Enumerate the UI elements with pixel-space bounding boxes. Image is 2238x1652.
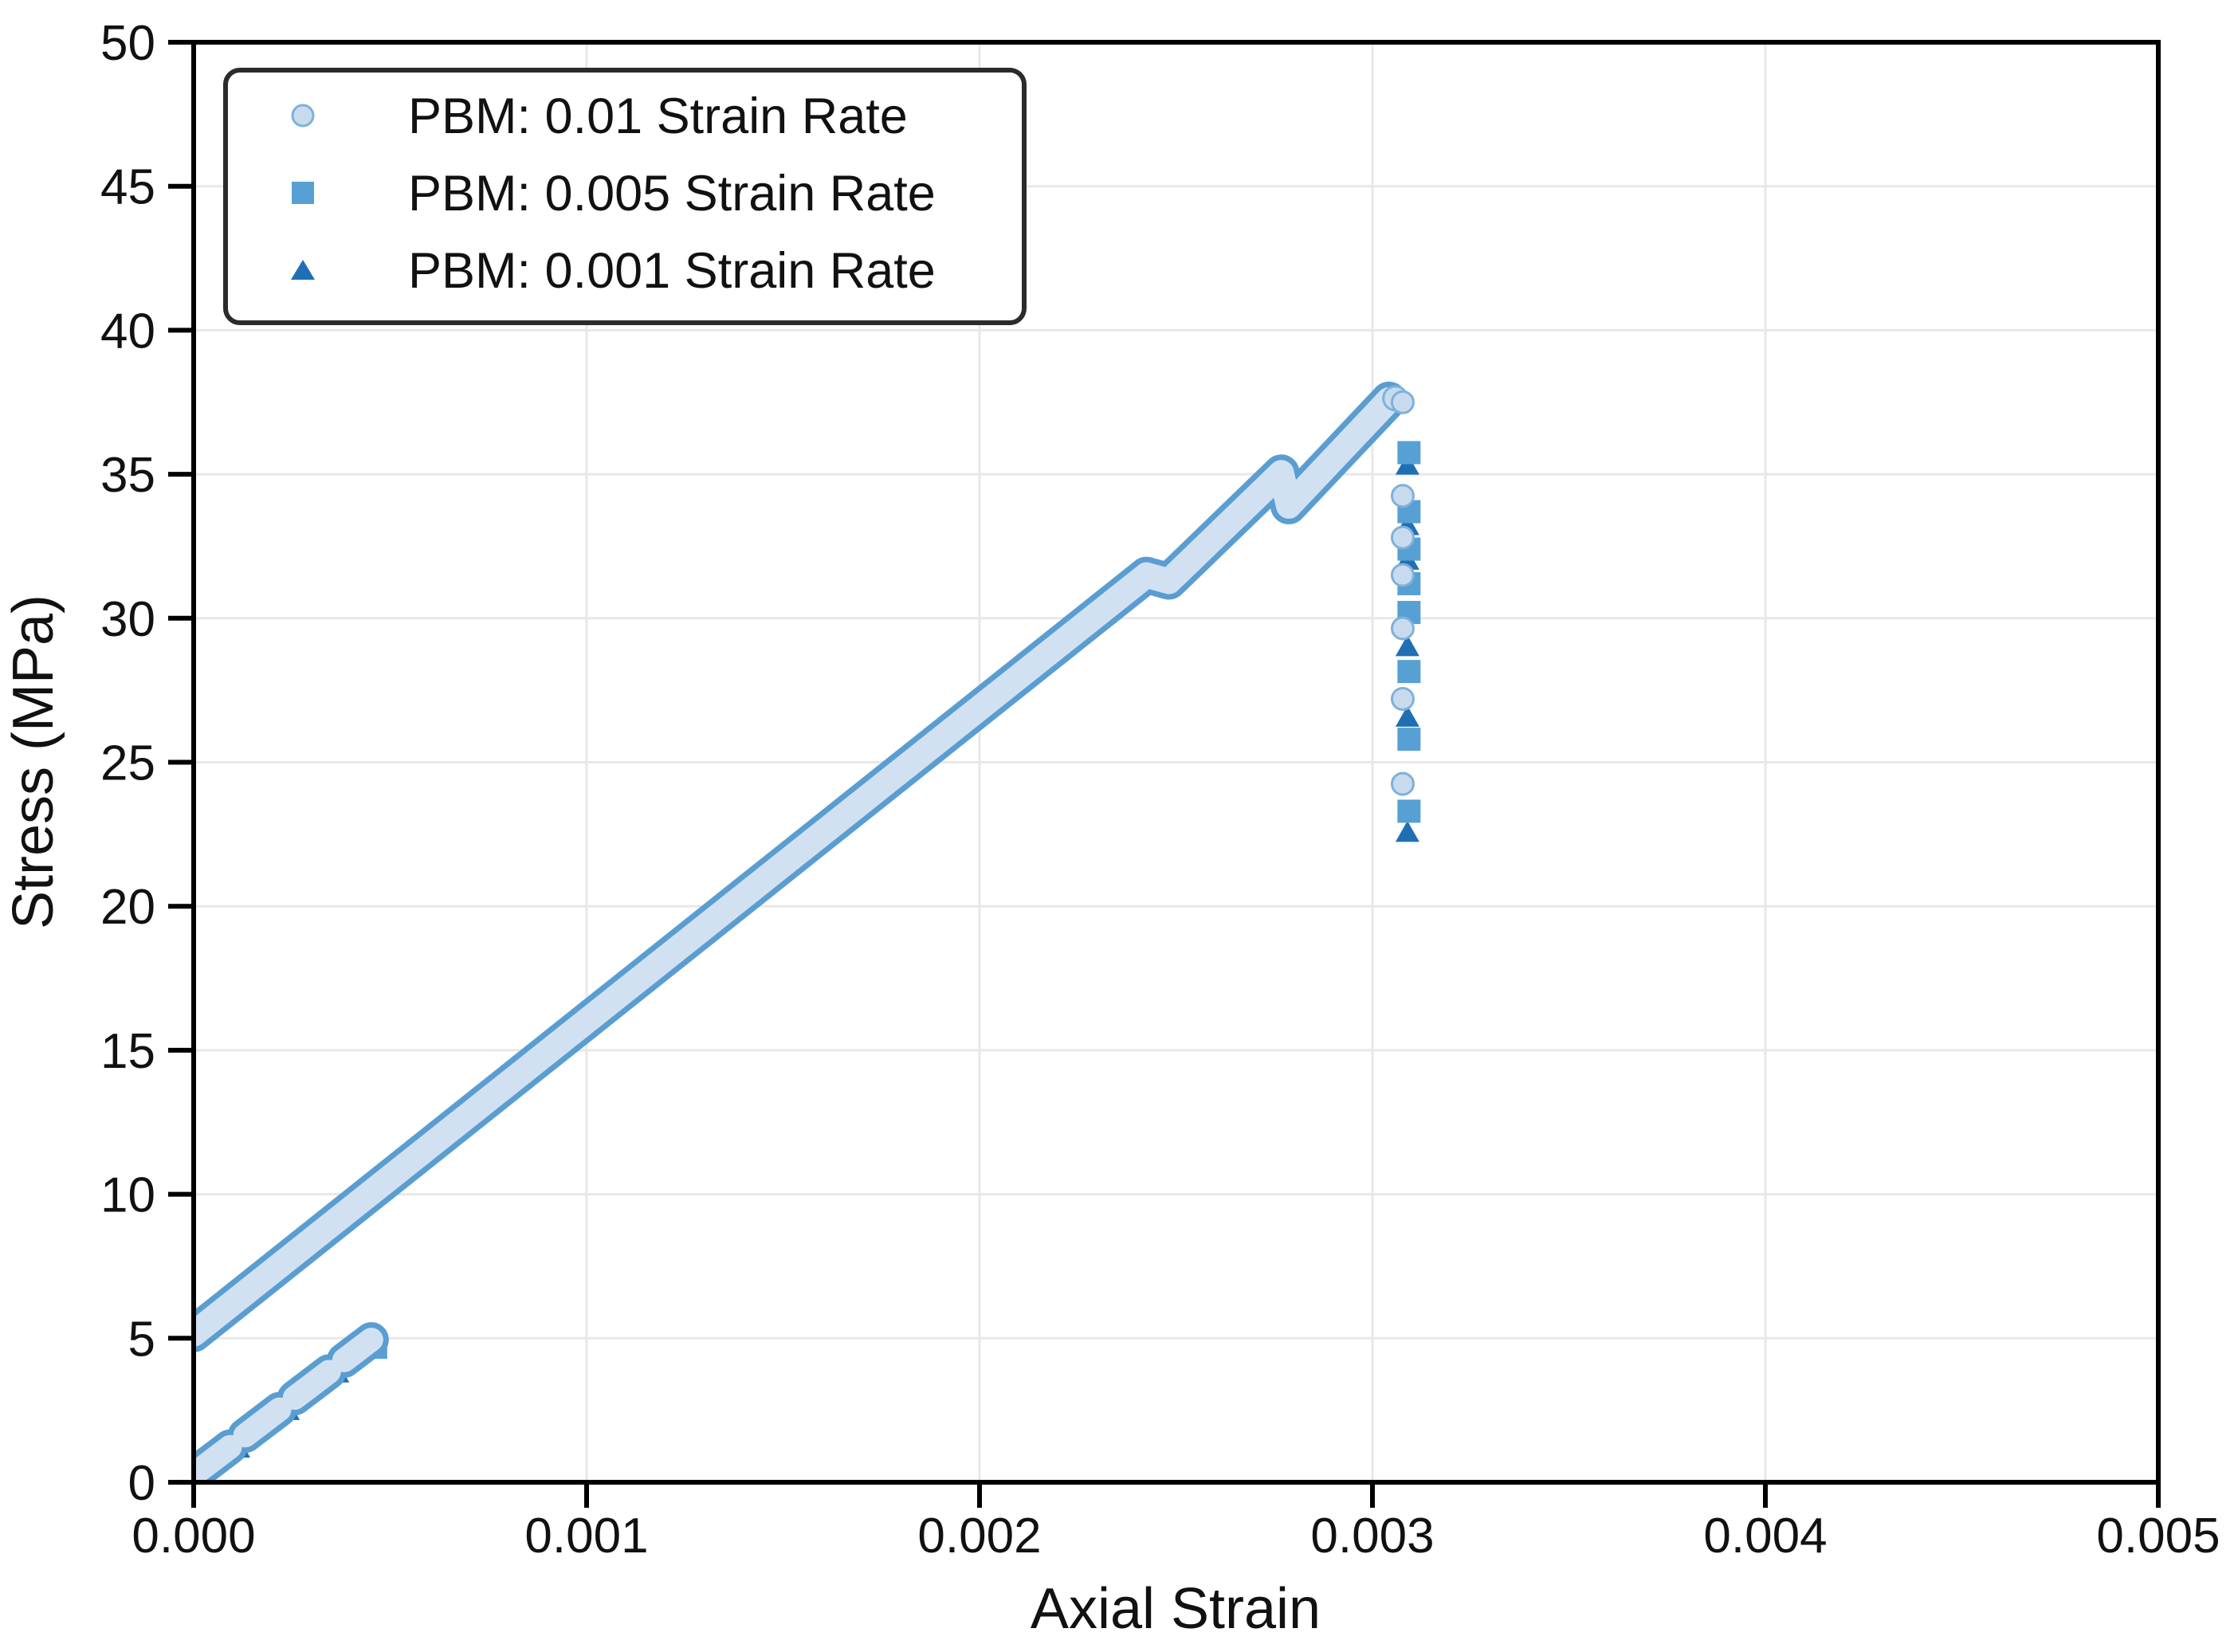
softening-points (1390, 390, 1421, 842)
y-tick-label: 0 (128, 1456, 155, 1511)
y-axis-title: Stress (MPa) (2, 594, 65, 929)
plot-data (194, 381, 1409, 1482)
x-tick-label: 0.004 (1703, 1509, 1827, 1564)
gridlines (194, 42, 2158, 1482)
data-point-triangle (1395, 634, 1419, 657)
legend-label: PBM: 0.005 Strain Rate (408, 166, 936, 222)
data-point-triangle (1395, 705, 1419, 727)
axis-ticks (168, 40, 2161, 1508)
legend-square-icon (292, 182, 314, 204)
data-point-circle (1390, 616, 1415, 641)
data-point-circle (1390, 771, 1415, 796)
x-tick-label: 0.005 (2096, 1509, 2220, 1564)
legend-box (223, 68, 1027, 325)
data-point-circle (1390, 686, 1415, 711)
y-tick-label: 30 (100, 592, 155, 647)
data-point-circle (1390, 484, 1415, 508)
y-tick-label: 45 (100, 160, 155, 215)
y-tick-label: 5 (128, 1312, 155, 1367)
legend: PBM: 0.01 Strain Rate PBM: 0.005 Strain R… (223, 68, 1027, 325)
data-point-square (1397, 728, 1421, 751)
data-point-circle (1390, 390, 1415, 414)
legend-circle-icon (291, 104, 315, 128)
y-tick-label: 35 (100, 448, 155, 503)
legend-triangle-icon (291, 260, 315, 280)
y-tick-label: 15 (100, 1024, 155, 1079)
x-tick-label: 0.000 (132, 1509, 255, 1564)
y-tick-label: 20 (100, 880, 155, 935)
data-point-square (1397, 441, 1421, 465)
data-point-triangle (1395, 821, 1419, 842)
x-axis-title: Axial Strain (1031, 1577, 1321, 1641)
data-point-square (1397, 660, 1421, 684)
legend-label: PBM: 0.01 Strain Rate (408, 88, 908, 144)
x-tick-label: 0.003 (1310, 1509, 1434, 1564)
legend-label: PBM: 0.001 Strain Rate (408, 243, 936, 299)
y-tick-label: 10 (100, 1168, 155, 1223)
tick-labels: 0.000 0.001 0.002 0.003 0.004 0.005 0 5 10 15 20 25… (100, 16, 2220, 1564)
initial-loading-dashes-fill (194, 1328, 383, 1482)
y-tick-label: 40 (100, 304, 155, 359)
x-tick-label: 0.002 (917, 1509, 1041, 1564)
y-tick-label: 25 (100, 736, 155, 791)
y-tick-label: 50 (100, 16, 155, 71)
data-point-square (1397, 799, 1421, 823)
data-point-circle (1390, 525, 1415, 550)
x-tick-label: 0.001 (524, 1509, 648, 1564)
data-point-circle (1390, 563, 1415, 587)
loading-band-fill (194, 387, 1402, 1347)
